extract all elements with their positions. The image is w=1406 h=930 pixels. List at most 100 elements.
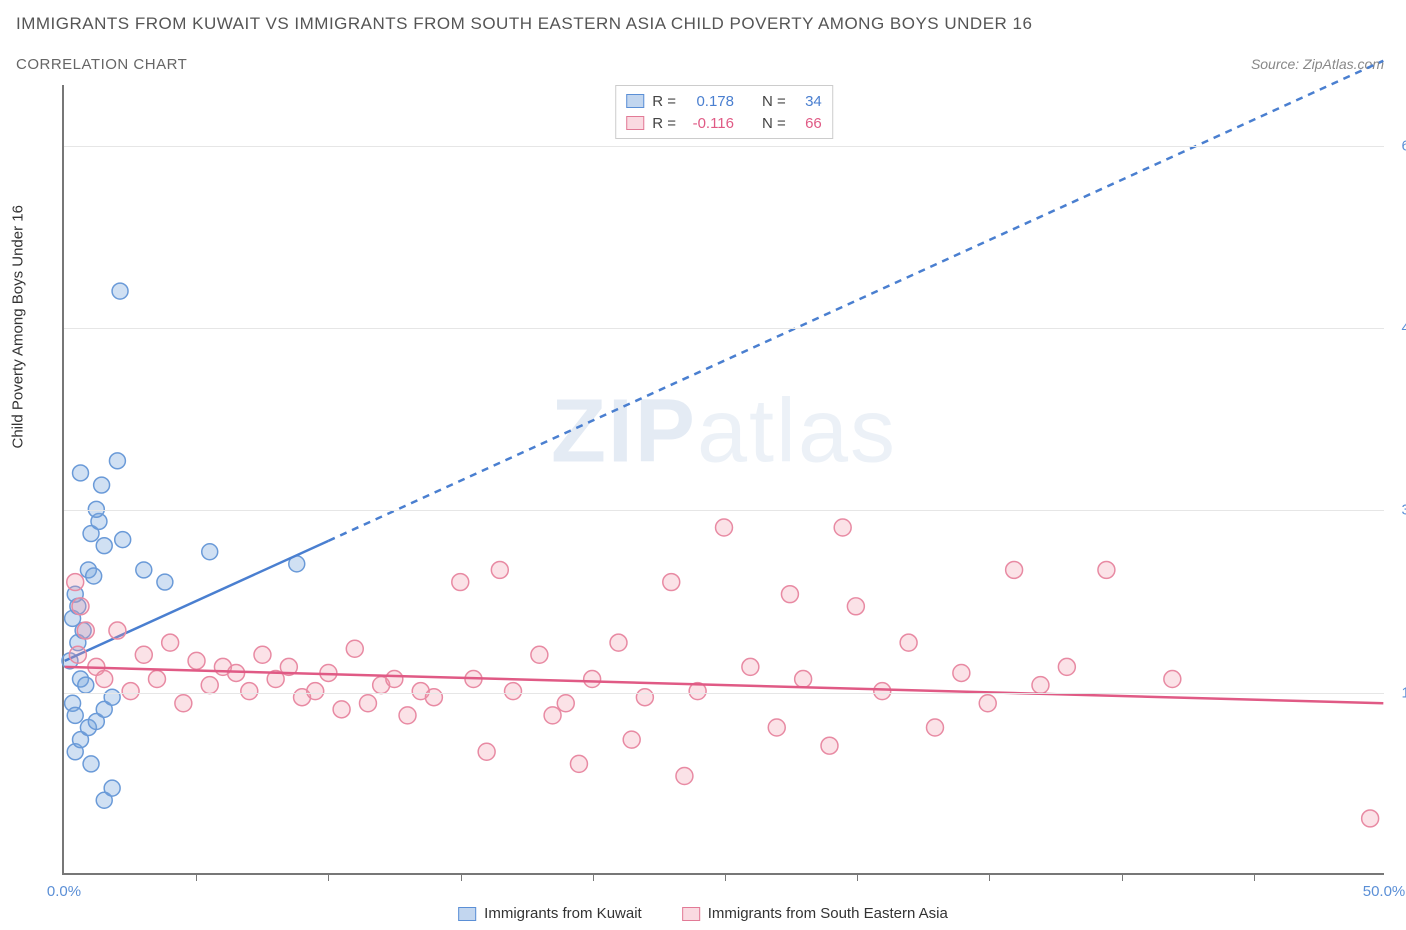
data-point-sea (175, 695, 192, 712)
y-axis-label: Child Poverty Among Boys Under 16 (10, 205, 27, 448)
legend-r-value-sea: -0.116 (684, 115, 734, 132)
gridline (64, 510, 1384, 511)
trendline-kuwait (65, 541, 329, 661)
x-tick (461, 873, 462, 881)
data-point-kuwait (112, 283, 128, 299)
data-point-sea (96, 671, 113, 688)
legend-swatch-pink (626, 116, 644, 130)
data-point-kuwait (157, 574, 173, 590)
data-point-sea (135, 646, 152, 663)
legend-label-kuwait: Immigrants from Kuwait (484, 905, 642, 922)
data-point-sea (149, 671, 166, 688)
data-point-kuwait (104, 689, 120, 705)
data-point-sea (188, 652, 205, 669)
legend-r-label: R = (652, 93, 676, 110)
legend-item-kuwait: Immigrants from Kuwait (458, 905, 642, 922)
data-point-kuwait (86, 568, 102, 584)
data-point-sea (77, 622, 94, 639)
data-point-sea (452, 574, 469, 591)
data-point-kuwait (78, 677, 94, 693)
data-point-sea (491, 561, 508, 578)
data-point-sea (557, 695, 574, 712)
correlation-legend: R = 0.178 N = 34 R = -0.116 N = 66 (615, 85, 833, 139)
data-point-sea (663, 574, 680, 591)
data-point-sea (795, 671, 812, 688)
x-tick (1254, 873, 1255, 881)
data-point-sea (346, 640, 363, 657)
data-point-sea (834, 519, 851, 536)
data-point-kuwait (136, 562, 152, 578)
x-tick (989, 873, 990, 881)
legend-r-label: R = (652, 115, 676, 132)
trendline-extension-kuwait (328, 61, 1383, 541)
legend-n-label: N = (762, 115, 786, 132)
chart-canvas (64, 85, 1384, 873)
legend-label-sea: Immigrants from South Eastern Asia (708, 905, 948, 922)
data-point-kuwait (115, 532, 131, 548)
data-point-sea (162, 634, 179, 651)
data-point-sea (531, 646, 548, 663)
x-tick (1122, 873, 1123, 881)
data-point-sea (716, 519, 733, 536)
data-point-sea (67, 574, 84, 591)
data-point-sea (254, 646, 271, 663)
legend-swatch-pink (682, 907, 700, 921)
data-point-sea (109, 622, 126, 639)
chart-title: IMMIGRANTS FROM KUWAIT VS IMMIGRANTS FRO… (16, 14, 1032, 34)
data-point-sea (72, 598, 89, 615)
series-legend: Immigrants from Kuwait Immigrants from S… (458, 905, 948, 922)
data-point-kuwait (104, 780, 120, 796)
data-point-sea (1362, 810, 1379, 827)
y-tick-label: 60.0% (1389, 137, 1406, 154)
x-tick (196, 873, 197, 881)
y-tick-label: 30.0% (1389, 502, 1406, 519)
y-tick-label: 15.0% (1389, 684, 1406, 701)
legend-row-sea: R = -0.116 N = 66 (626, 112, 822, 134)
data-point-kuwait (88, 501, 104, 517)
data-point-sea (307, 683, 324, 700)
data-point-sea (1032, 677, 1049, 694)
data-point-sea (900, 634, 917, 651)
data-point-sea (241, 683, 258, 700)
x-tick-first: 0.0% (47, 883, 81, 900)
data-point-sea (1058, 658, 1075, 675)
data-point-sea (821, 737, 838, 754)
source-attribution: Source: ZipAtlas.com (1251, 56, 1384, 72)
data-point-sea (953, 664, 970, 681)
data-point-sea (478, 743, 495, 760)
data-point-sea (69, 646, 86, 663)
data-point-sea (979, 695, 996, 712)
data-point-sea (676, 768, 693, 785)
legend-n-value-sea: 66 (794, 115, 822, 132)
data-point-sea (781, 586, 798, 603)
data-point-sea (874, 683, 891, 700)
data-point-kuwait (73, 465, 89, 481)
x-tick (593, 873, 594, 881)
chart-subtitle: CORRELATION CHART (16, 56, 187, 73)
data-point-sea (386, 671, 403, 688)
data-point-sea (399, 707, 416, 724)
data-point-kuwait (109, 453, 125, 469)
data-point-sea (847, 598, 864, 615)
legend-row-kuwait: R = 0.178 N = 34 (626, 90, 822, 112)
legend-n-label: N = (762, 93, 786, 110)
data-point-sea (570, 755, 587, 772)
data-point-sea (425, 689, 442, 706)
x-tick-last: 50.0% (1363, 883, 1406, 900)
data-point-kuwait (94, 477, 110, 493)
data-point-sea (333, 701, 350, 718)
y-tick-label: 45.0% (1389, 320, 1406, 337)
gridline (64, 693, 1384, 694)
data-point-kuwait (67, 707, 83, 723)
data-point-sea (927, 719, 944, 736)
data-point-sea (636, 689, 653, 706)
data-point-sea (623, 731, 640, 748)
legend-item-sea: Immigrants from South Eastern Asia (682, 905, 948, 922)
data-point-sea (201, 677, 218, 694)
data-point-sea (359, 695, 376, 712)
legend-swatch-blue (626, 94, 644, 108)
x-tick (328, 873, 329, 881)
gridline (64, 328, 1384, 329)
data-point-kuwait (83, 756, 99, 772)
data-point-sea (584, 671, 601, 688)
